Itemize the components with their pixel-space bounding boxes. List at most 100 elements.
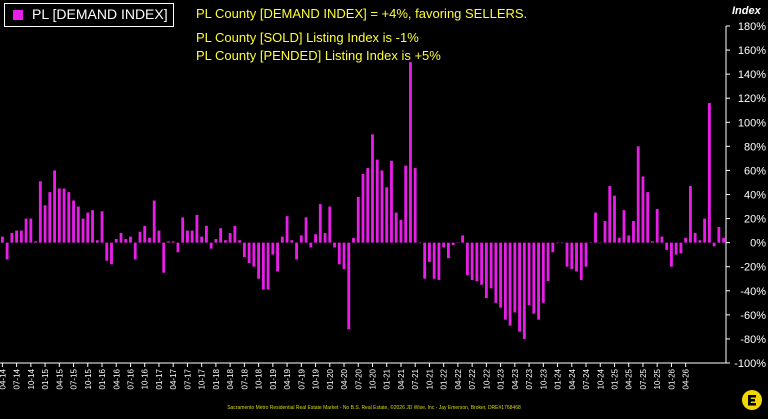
x-tick-label: 07-17 [183, 368, 192, 389]
bar [57, 188, 61, 243]
bar [527, 242, 531, 306]
x-tick-label: 07-19 [297, 368, 306, 389]
bar [214, 239, 218, 243]
x-tick-label: 10-16 [141, 368, 150, 389]
bar [679, 242, 683, 254]
bar [503, 242, 507, 320]
y-tick-label: 140% [738, 69, 766, 81]
bar [105, 242, 109, 261]
y-tick-label: -20% [740, 262, 766, 274]
x-tick-label: 07-24 [582, 368, 591, 389]
bar [456, 242, 460, 244]
x-tick-label: 07-16 [126, 368, 135, 389]
bar [589, 242, 593, 244]
x-tick-label: 04-19 [283, 368, 292, 389]
bar [484, 242, 488, 298]
broker-logo-icon [742, 390, 762, 410]
bar [62, 188, 66, 243]
bar [114, 239, 118, 243]
bar [636, 146, 640, 243]
x-tick-label: 10-24 [596, 368, 605, 389]
bar [342, 242, 346, 270]
bar [304, 217, 308, 243]
bar [361, 174, 365, 243]
bar [29, 218, 33, 243]
bar [356, 196, 360, 243]
bar [688, 186, 692, 243]
bar [660, 236, 664, 243]
bar [200, 236, 204, 243]
bar [461, 235, 465, 243]
x-tick-label: 01-15 [41, 368, 50, 389]
x-tick-label: 10-15 [84, 368, 93, 389]
bar [560, 242, 564, 244]
bar [252, 242, 256, 267]
x-tick-label: 04-25 [625, 368, 634, 389]
bar [38, 181, 42, 243]
x-tick-label: 04-18 [226, 368, 235, 389]
bar [375, 159, 379, 243]
x-tick-label: 01-26 [667, 368, 676, 389]
x-tick-label: 10-23 [539, 368, 548, 389]
x-tick-label: 04-23 [511, 368, 520, 389]
bar [475, 242, 479, 282]
x-tick-label: 07-18 [240, 368, 249, 389]
bar [499, 242, 503, 308]
bar [722, 237, 726, 243]
bar [309, 242, 313, 248]
bar [418, 242, 422, 244]
bar [223, 240, 227, 243]
x-tick-label: 01-16 [98, 368, 107, 389]
x-axis-ticks: 04-14 07-14 10-14 01-15 04-15 07-15 10-15 01-16… [0, 363, 691, 389]
bar [579, 242, 583, 280]
bar [423, 242, 427, 279]
bar [617, 237, 621, 243]
bar [176, 242, 180, 253]
x-tick-label: 01-21 [383, 368, 392, 389]
bar [157, 230, 161, 243]
bar [399, 219, 403, 243]
bar [494, 242, 498, 303]
bar [95, 240, 99, 243]
bar [228, 233, 232, 243]
bar [518, 242, 522, 332]
x-tick-label: 10-14 [27, 368, 36, 389]
bar [219, 228, 223, 243]
x-tick-label: 04-15 [55, 368, 64, 389]
bar [594, 212, 597, 243]
bar [299, 235, 303, 243]
bar [371, 134, 374, 243]
y-tick-label: 100% [738, 117, 766, 129]
bar [119, 233, 123, 243]
bar [261, 242, 265, 290]
y-tick-label: -40% [740, 286, 766, 298]
bar [100, 211, 104, 243]
x-tick-label: 01-22 [440, 368, 449, 389]
bar [513, 242, 517, 313]
x-tick-label: 04-16 [112, 368, 121, 389]
bar [204, 225, 208, 243]
y-tick-label: 180% [738, 21, 766, 33]
y-tick-label: 160% [738, 45, 766, 57]
bar [333, 242, 336, 248]
headline-pended-index: PL County [PENDED] Listing Index is +5% [196, 48, 441, 63]
x-tick-label: 07-25 [639, 368, 648, 389]
x-tick-label: 10-20 [368, 368, 377, 389]
bar [152, 200, 156, 243]
bar [285, 216, 289, 243]
bar [428, 242, 431, 262]
bar [632, 220, 635, 243]
bar [295, 242, 298, 260]
x-tick-label: 07-14 [13, 368, 22, 389]
bar [290, 240, 294, 243]
bar [698, 240, 702, 243]
bar [712, 242, 716, 247]
y-tick-label: 80% [744, 141, 766, 153]
bar [717, 227, 721, 243]
x-tick-label: 04-21 [397, 368, 406, 389]
bar [451, 242, 455, 246]
bar [442, 242, 446, 248]
bar [437, 242, 441, 280]
bar [337, 242, 341, 265]
